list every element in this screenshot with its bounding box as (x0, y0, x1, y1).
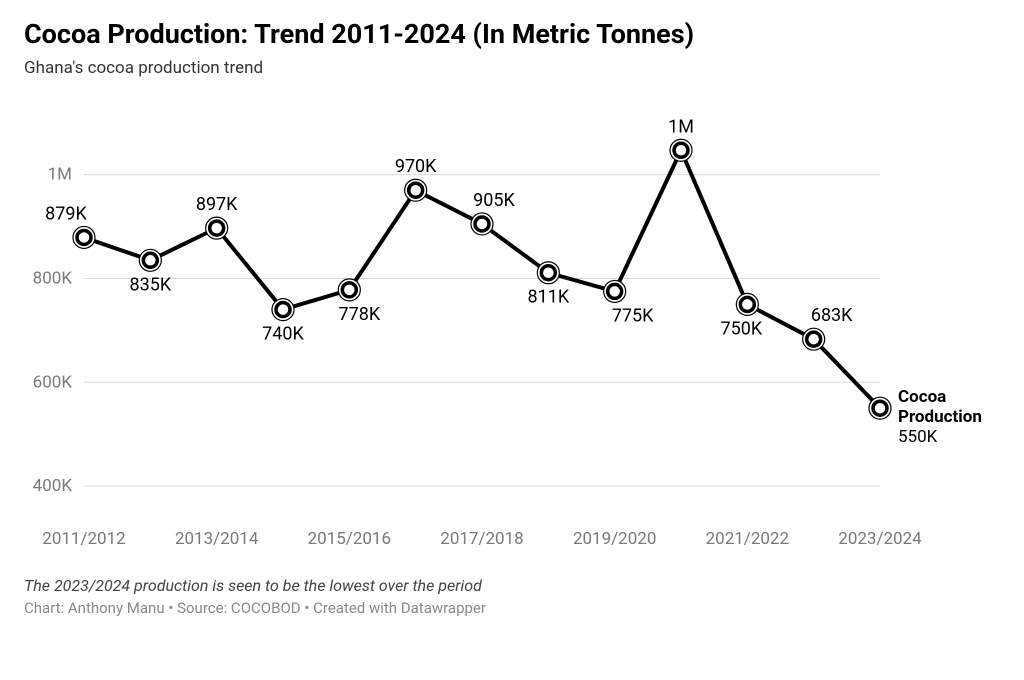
x-tick-label: 2023/2024 (838, 529, 922, 549)
x-tick-label: 2013/2014 (175, 529, 259, 549)
data-label: 775K (612, 305, 654, 326)
chart-title: Cocoa Production: Trend 2011-2024 (In Me… (24, 18, 1000, 50)
data-label: 811K (528, 287, 570, 308)
marker-inner (873, 401, 887, 415)
data-label: 879K (45, 203, 87, 224)
series-line (84, 150, 880, 408)
line-chart-svg: 400K 600K 800K 1M 2011/2012 2013/2014 2015/201… (24, 82, 1000, 562)
y-tick-label: 400K (33, 476, 73, 496)
marker-inner (541, 266, 555, 280)
series-end-label: Production (898, 407, 982, 427)
y-tick-label: 800K (33, 268, 73, 288)
marker-inner (143, 253, 157, 267)
chart-subtitle: Ghana's cocoa production trend (24, 58, 1000, 78)
data-label: 970K (395, 156, 437, 177)
marker-inner (342, 283, 356, 297)
x-tick-label: 2015/2016 (308, 529, 391, 549)
marker-inner (608, 284, 622, 298)
data-label: 740K (262, 324, 304, 345)
marker-inner (807, 332, 821, 346)
y-tick-label: 1M (48, 165, 72, 185)
marker-inner (276, 303, 290, 317)
data-label: 683K (811, 305, 853, 326)
marker-inner (740, 297, 754, 311)
data-label: 835K (130, 274, 172, 295)
series-end-label: Cocoa (898, 387, 946, 407)
chart-credit: Chart: Anthony Manu • Source: COCOBOD • … (24, 599, 1000, 617)
x-tick-label: 2019/2020 (573, 529, 656, 549)
marker-inner (409, 183, 423, 197)
chart-area: 400K 600K 800K 1M 2011/2012 2013/2014 2015/201… (24, 82, 1000, 562)
marker-inner (475, 217, 489, 231)
marker-inner (210, 221, 224, 235)
x-tick-label: 2011/2012 (42, 529, 125, 549)
data-label: 897K (196, 194, 238, 215)
data-label: 1M (668, 116, 694, 137)
marker-inner (77, 230, 91, 244)
marker-inner (674, 143, 688, 157)
x-tick-label: 2021/2022 (706, 529, 789, 549)
data-label: 778K (339, 304, 381, 325)
chart-caption: The 2023/2024 production is seen to be t… (24, 576, 1000, 595)
data-label: 750K (721, 318, 763, 339)
y-tick-label: 600K (33, 372, 73, 392)
data-label: 905K (473, 190, 515, 211)
series-end-value: 550K (898, 427, 938, 447)
x-tick-label: 2017/2018 (440, 529, 523, 549)
